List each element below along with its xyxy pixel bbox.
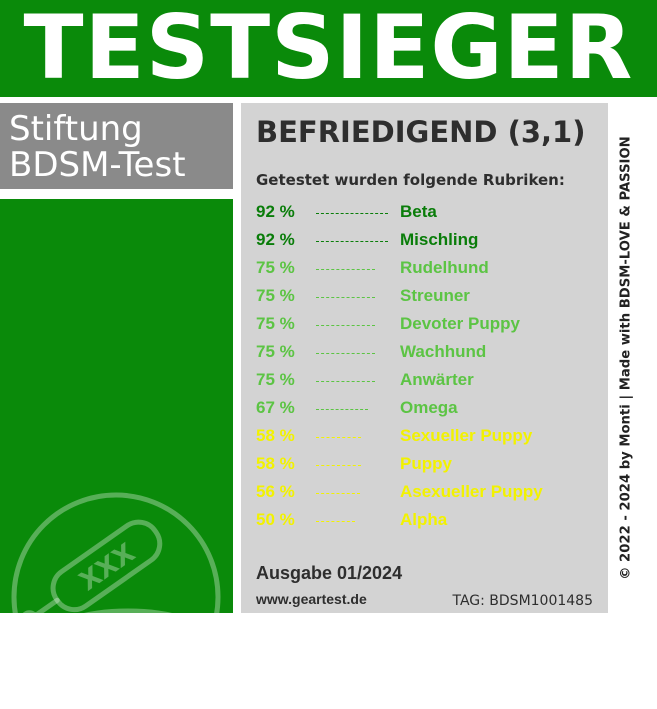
rubrik-percent: 56 % bbox=[256, 482, 295, 501]
rubrik-label: Beta bbox=[400, 202, 437, 221]
rubrik-score-line bbox=[316, 213, 388, 214]
green-panel: XXX Generiert am: 08.01.2024 - 19:07 Uhr bbox=[0, 199, 233, 709]
rubrik-label: Devoter Puppy bbox=[400, 314, 520, 333]
generated-timestamp: Generiert am: 08.01.2024 - 19:07 Uhr bbox=[10, 697, 210, 709]
rubrik-subtitle: Getestet wurden folgende Rubriken: bbox=[256, 171, 565, 189]
rubrik-row: 92 % Mischling bbox=[256, 227, 601, 255]
rubrik-percent: 75 % bbox=[256, 258, 295, 277]
rating-title: BEFRIEDIGEND (3,1) bbox=[256, 115, 586, 149]
tag-id: TAG: BDSM1001485 bbox=[452, 593, 593, 609]
rubrik-label: Streuner bbox=[400, 286, 470, 305]
rubrik-percent: 67 % bbox=[256, 398, 295, 417]
rubrik-row: 56 % Asexueller Puppy bbox=[256, 479, 601, 507]
rubrik-label: Wachhund bbox=[400, 342, 487, 361]
rubrik-label: Asexueller Puppy bbox=[400, 482, 543, 501]
rubrik-row: 58 % Puppy bbox=[256, 451, 601, 479]
rubrik-percent: 58 % bbox=[256, 426, 295, 445]
rubrik-list: 92 % Beta 92 % Mischling 75 % Rudelhund 75 % St… bbox=[256, 199, 601, 535]
brand-line-1: Stiftung bbox=[9, 109, 143, 149]
rubrik-score-line bbox=[316, 521, 355, 522]
credit-strip: © 2022 - 2024 by Monti | Made with BDSM-… bbox=[610, 103, 642, 613]
rubrik-label: Alpha bbox=[400, 510, 448, 529]
rubrik-score-line bbox=[316, 269, 375, 270]
paddle-and-collar-icon: XXX bbox=[11, 492, 221, 702]
rubrik-label: Mischling bbox=[400, 230, 479, 249]
rubrik-percent: 58 % bbox=[256, 454, 295, 473]
website-link[interactable]: www.geartest.de bbox=[256, 591, 367, 607]
rubrik-row: 75 % Anwärter bbox=[256, 367, 601, 395]
rubrik-row: 58 % Sexueller Puppy bbox=[256, 423, 601, 451]
rubrik-score-line bbox=[316, 493, 360, 494]
rubrik-row: 67 % Omega bbox=[256, 395, 601, 423]
rubrik-score-line bbox=[316, 325, 375, 326]
rubrik-score-line bbox=[316, 297, 375, 298]
rubrik-score-line bbox=[316, 465, 361, 466]
rubrik-row: 75 % Streuner bbox=[256, 283, 601, 311]
rubrik-row: 75 % Devoter Puppy bbox=[256, 311, 601, 339]
rubrik-percent: 50 % bbox=[256, 510, 295, 529]
rubrik-row: 92 % Beta bbox=[256, 199, 601, 227]
rubrik-score-line bbox=[316, 437, 361, 438]
rubrik-percent: 75 % bbox=[256, 342, 295, 361]
rubrik-score-line bbox=[316, 241, 388, 242]
rubrik-row: 50 % Alpha bbox=[256, 507, 601, 535]
rubrik-label: Puppy bbox=[400, 454, 452, 473]
rubrik-percent: 75 % bbox=[256, 286, 295, 305]
rubrik-percent: 92 % bbox=[256, 202, 295, 221]
credit-text: © 2022 - 2024 by Monti | Made with BDSM-… bbox=[618, 136, 634, 580]
rubrik-label: Rudelhund bbox=[400, 258, 489, 277]
rubrik-score-line bbox=[316, 353, 375, 354]
brand-box: Stiftung BDSM-Test bbox=[0, 103, 233, 189]
left-column: Stiftung BDSM-Test XXX Generiert am: 08.… bbox=[0, 97, 241, 709]
rubrik-score-line bbox=[316, 409, 368, 410]
rubrik-percent: 92 % bbox=[256, 230, 295, 249]
rubrik-row: 75 % Wachhund bbox=[256, 339, 601, 367]
result-card: BEFRIEDIGEND (3,1) Getestet wurden folge… bbox=[241, 103, 608, 613]
rubrik-label: Anwärter bbox=[400, 370, 474, 389]
edition-label: Ausgabe 01/2024 bbox=[256, 563, 403, 583]
rubrik-label: Sexueller Puppy bbox=[400, 426, 533, 445]
rubrik-percent: 75 % bbox=[256, 314, 295, 333]
brand-line-2: BDSM-Test bbox=[9, 145, 186, 185]
banner-title: TESTSIEGER bbox=[23, 0, 634, 99]
testsieger-banner: TESTSIEGER bbox=[0, 0, 657, 97]
rubrik-label: Omega bbox=[400, 398, 458, 417]
rubrik-row: 75 % Rudelhund bbox=[256, 255, 601, 283]
rubrik-score-line bbox=[316, 381, 375, 382]
rubrik-percent: 75 % bbox=[256, 370, 295, 389]
